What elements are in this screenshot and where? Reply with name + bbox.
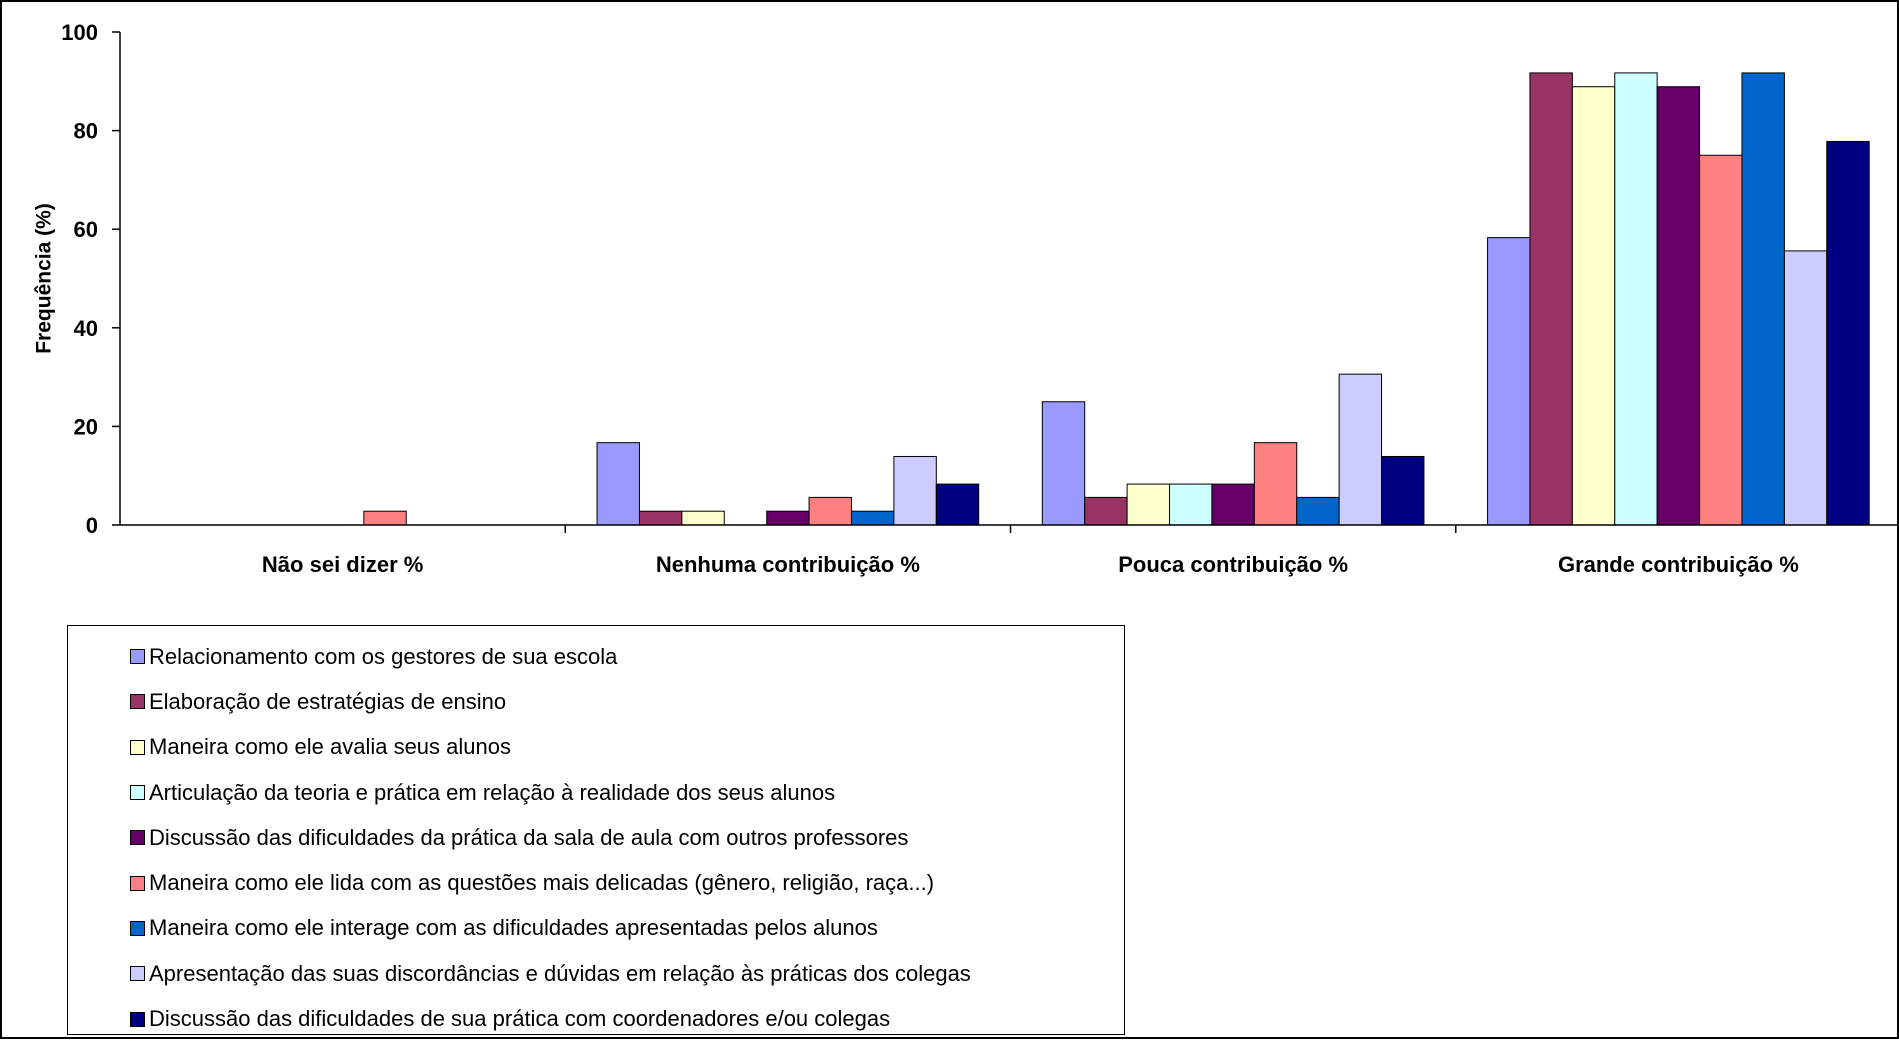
legend-item: Discussão das dificuldades de sua prátic… <box>130 996 1124 1041</box>
bar <box>1253 442 1298 526</box>
bar <box>1169 483 1213 526</box>
legend-swatch <box>130 785 145 801</box>
legend-label: Elaboração de estratégias de ensino <box>149 688 507 714</box>
y-axis-title: Frequência (%) <box>33 203 56 354</box>
legend-label: Discussão das dificuldades da prática da… <box>149 824 909 850</box>
bar <box>1783 250 1828 526</box>
legend: Relacionamento com os gestores de sua es… <box>67 625 1125 1035</box>
category-labels: Não sei dizer % Nenhuma contribuição % Pou… <box>262 552 1799 577</box>
legend-item: Maneira como ele interage com as dificul… <box>130 906 1124 951</box>
y-tick-label: 0 <box>86 513 98 538</box>
legend-item: Elaboração de estratégias de ensino <box>130 679 1124 724</box>
legend-swatch <box>130 1011 145 1027</box>
bar <box>1041 401 1086 526</box>
bar <box>1487 237 1531 526</box>
bar <box>1126 483 1171 526</box>
legend-item: Apresentação das suas discordâncias e dú… <box>130 951 1124 996</box>
y-ticks: 0 20 40 60 80 100 <box>61 20 120 538</box>
legend-swatch <box>130 694 145 710</box>
y-tick-label: 100 <box>61 20 98 45</box>
bar <box>935 483 980 526</box>
bar <box>596 442 640 526</box>
legend-item: Discussão das dificuldades da prática da… <box>130 815 1124 860</box>
legend-label: Discussão das dificuldades de sua prátic… <box>149 1006 891 1032</box>
bar <box>1529 72 1573 526</box>
bar <box>1741 72 1785 526</box>
bars-group <box>363 72 1870 526</box>
bar <box>681 510 725 526</box>
bar <box>1338 373 1383 526</box>
bar <box>1296 496 1340 526</box>
legend-item: Maneira como ele avalia seus alunos <box>130 725 1124 770</box>
legend-swatch <box>130 875 145 891</box>
legend-swatch <box>130 739 145 755</box>
bar <box>1381 455 1425 526</box>
legend-label: Articulação da teoria e prática em relaç… <box>149 779 836 805</box>
legend-label: Apresentação das suas discordâncias e dú… <box>149 960 971 986</box>
legend-swatch <box>130 920 145 936</box>
bar <box>808 496 852 526</box>
legend-item: Maneira como ele lida com as questões ma… <box>130 860 1124 905</box>
y-tick-label: 40 <box>74 316 98 341</box>
legend-swatch <box>130 830 145 846</box>
bar <box>363 510 407 526</box>
category-label: Grande contribuição % <box>1558 552 1799 577</box>
bar <box>1571 86 1616 526</box>
bar <box>1699 154 1743 526</box>
category-label: Não sei dizer % <box>262 552 423 577</box>
y-tick-label: 60 <box>74 217 98 242</box>
category-label: Nenhuma contribuição % <box>656 552 920 577</box>
bar <box>1826 140 1870 526</box>
bar <box>1614 72 1658 526</box>
legend-label: Maneira como ele lida com as questões ma… <box>149 870 935 896</box>
legend-label: Maneira como ele avalia seus alunos <box>149 734 511 760</box>
legend-label: Maneira como ele interage com as dificul… <box>149 915 878 941</box>
bar <box>1211 483 1255 526</box>
legend-label: Relacionamento com os gestores de sua es… <box>149 643 618 669</box>
legend-item: Relacionamento com os gestores de sua es… <box>130 634 1124 679</box>
legend-swatch <box>130 966 145 982</box>
bar <box>766 510 810 526</box>
bar <box>638 510 683 526</box>
bar <box>1084 496 1128 526</box>
bar <box>893 455 937 526</box>
x-ticks <box>564 525 1457 533</box>
legend-item: Articulação da teoria e prática em relaç… <box>130 770 1124 815</box>
legend-swatch <box>130 649 145 665</box>
y-tick-label: 20 <box>74 414 98 439</box>
y-tick-label: 80 <box>74 119 98 144</box>
category-label: Pouca contribuição % <box>1118 552 1348 577</box>
bar <box>850 510 895 526</box>
bar <box>1656 86 1701 526</box>
